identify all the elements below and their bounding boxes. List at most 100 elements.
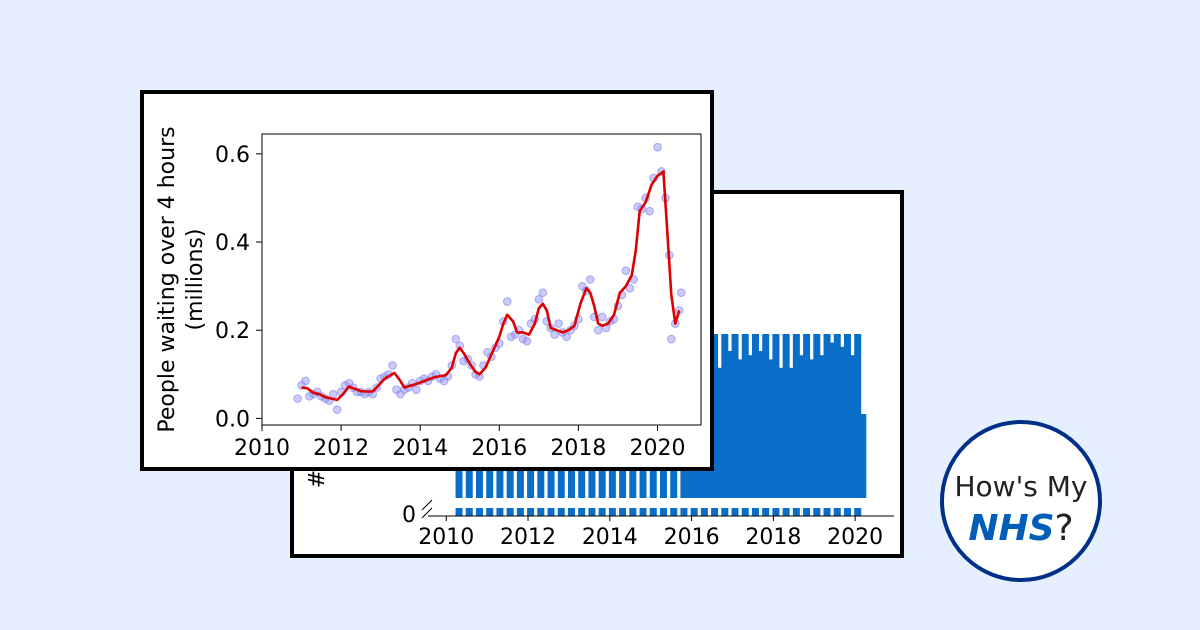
scatter-point <box>328 389 338 399</box>
y-tick-label: 0.0 <box>215 407 250 432</box>
bar <box>765 359 775 498</box>
badge-question-mark: ? <box>1054 508 1074 549</box>
bar-lower <box>813 508 821 516</box>
bar-lower <box>680 508 688 516</box>
x-tick-label: 2014 <box>392 436 448 461</box>
bar-lower <box>649 508 657 516</box>
y-tick-label: 0.4 <box>215 231 250 256</box>
bar-lower <box>598 508 606 516</box>
bar-lower <box>608 508 616 516</box>
bar-lower <box>475 508 483 516</box>
scatter-point <box>388 361 397 370</box>
scatter-point <box>411 385 421 395</box>
scatter-point <box>538 288 548 298</box>
bar <box>785 367 795 498</box>
bar-lower <box>741 508 749 516</box>
scatter-point <box>593 325 603 335</box>
scatter-point <box>522 336 532 346</box>
y-axis-label-line: People waiting over 4 hours <box>155 126 180 432</box>
bar-lower <box>547 508 555 516</box>
x-tick-label: 2016 <box>664 525 720 550</box>
bar <box>734 359 744 498</box>
x-tick-label: 2018 <box>745 525 801 550</box>
y-axis-label: # <box>305 470 330 488</box>
bar <box>826 342 836 498</box>
scatter-point <box>621 266 631 275</box>
badge-subtitle: NHS? <box>944 508 1098 549</box>
bar-lower <box>792 508 800 516</box>
x-tick-label: 2018 <box>550 436 606 461</box>
bar <box>744 355 754 498</box>
bar-lower <box>496 508 504 516</box>
y-tick-label: 0 <box>402 503 416 528</box>
badge-nhs-text: NHS <box>968 508 1055 549</box>
x-tick-label: 2020 <box>629 436 685 461</box>
scatter-point <box>585 275 595 284</box>
waiting-line-chart-card: 2010 2012 2014 2016 2018 2020 0.0 0.2 0.4 0.6 Peop… <box>140 90 714 471</box>
x-tick-label: 2010 <box>234 436 290 461</box>
bar-lower <box>578 508 586 516</box>
bar-lower <box>557 508 565 516</box>
y-tick-label: 0.6 <box>215 143 250 168</box>
bar-lower <box>670 508 678 516</box>
y-axis-label-line: (millions) <box>183 229 208 331</box>
scatter-point <box>293 394 302 403</box>
bar-lower <box>455 508 463 516</box>
bar-lower <box>588 508 596 516</box>
plot-frame <box>261 133 702 426</box>
x-tick-label: 2012 <box>500 525 556 550</box>
bar <box>795 355 805 498</box>
hows-my-nhs-badge[interactable]: How's My NHS? <box>940 420 1102 582</box>
x-tick-label: 2016 <box>471 436 527 461</box>
bar-lower <box>567 508 575 516</box>
bar-lower <box>516 508 524 516</box>
bar-lower <box>629 508 637 516</box>
scatter-point <box>534 295 544 304</box>
trend-line <box>301 170 681 402</box>
axis-break-mark <box>421 499 433 511</box>
bar-lower <box>823 508 831 516</box>
scatter-point <box>562 332 571 342</box>
badge-title: How's My <box>954 470 1088 503</box>
x-tick-label: 2010 <box>418 525 474 550</box>
y-axis-label: People waiting over 4 hours (millions) <box>155 126 208 432</box>
bar <box>816 355 826 498</box>
x-tick-label: 2014 <box>582 525 638 550</box>
scatter-point <box>550 330 559 339</box>
bar-lower <box>731 508 739 516</box>
bar-lower <box>465 508 473 516</box>
bar-lower <box>721 508 729 516</box>
axis-break-mark <box>421 507 433 519</box>
scatter-point <box>597 312 607 322</box>
bar-lower <box>639 508 647 516</box>
bar-lower <box>843 508 851 516</box>
bar-lower <box>690 508 698 516</box>
bar-lower <box>803 508 811 516</box>
bar-lower <box>762 508 770 516</box>
bar-lower <box>506 508 514 516</box>
bar-lower <box>527 508 535 516</box>
bar <box>755 351 765 498</box>
bar-lower <box>782 508 790 516</box>
scatter-point <box>502 297 512 306</box>
bar <box>806 359 816 498</box>
bar-lower <box>537 508 545 516</box>
bar <box>836 346 846 498</box>
scatter-point <box>667 334 676 344</box>
bar <box>847 355 857 498</box>
bar <box>857 414 867 498</box>
bar-lower <box>659 508 667 516</box>
bar-lower <box>711 508 719 516</box>
bar-lower <box>751 508 759 516</box>
scatter-point <box>554 319 563 328</box>
bar <box>724 351 734 498</box>
x-tick-label: 2020 <box>827 525 883 550</box>
line-chart: 2010 2012 2014 2016 2018 2020 0.0 0.2 0.4 0.6 Peop… <box>155 126 702 461</box>
scatter-point <box>676 288 686 298</box>
scatter-point <box>625 284 635 293</box>
scatter-point <box>653 142 662 152</box>
bar-lower <box>833 508 841 516</box>
y-tick-label: 0.2 <box>215 319 250 344</box>
bar <box>775 367 785 498</box>
bar-lower <box>854 508 862 516</box>
